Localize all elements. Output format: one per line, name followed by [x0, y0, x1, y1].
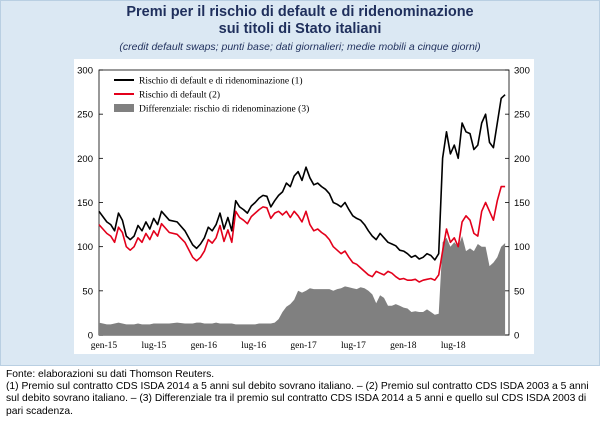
y-tick-label-right: 200	[514, 154, 530, 165]
y-tick-label-left: 100	[77, 242, 93, 253]
legend-label: Rischio di default (2)	[139, 90, 220, 101]
y-tick-label-left: 250	[77, 110, 93, 121]
x-tick-label: gen-18	[390, 341, 417, 351]
y-tick-label-right: 0	[514, 331, 519, 342]
series-line-default	[98, 185, 506, 283]
chart-title-line1: Premi per il rischio di default e di rid…	[126, 4, 474, 20]
y-tick-label-left: 200	[77, 154, 93, 165]
y-tick-label-left: 50	[82, 286, 93, 297]
footnotes: (1) Premio sul contratto CDS ISDA 2014 a…	[6, 381, 589, 417]
y-tick-label-right: 300	[514, 66, 530, 77]
source-note: Fonte: elaborazioni su dati Thomson Reut…	[6, 369, 215, 380]
chart-subtitle: (credit default swaps; punti base; dati …	[119, 41, 481, 53]
y-tick-label-left: 0	[88, 331, 93, 342]
y-tick-label-left: 300	[77, 66, 93, 77]
legend-label: Differenziale: rischio di ridenominazion…	[139, 104, 309, 115]
x-tick-label: gen-16	[191, 341, 218, 351]
y-tick-label-left: 150	[77, 198, 93, 209]
notes: Fonte: elaborazioni su dati Thomson Reut…	[6, 369, 596, 418]
x-tick-label: lug-17	[341, 341, 366, 351]
y-tick-label-right: 50	[514, 286, 525, 297]
chart-title-line2: sui titoli di Stato italiani	[218, 21, 382, 37]
series-area-redenomination	[99, 236, 506, 335]
legend-swatch	[114, 104, 134, 112]
x-tick-label: lug-15	[141, 341, 166, 351]
cds-chart: 0 0 50 50 100 100 150 150 200 200 250 250 300 300 gen-…	[77, 66, 530, 352]
x-tick-label: gen-17	[290, 341, 317, 351]
y-tick-label-right: 100	[514, 242, 530, 253]
x-tick-label: gen-15	[91, 341, 118, 351]
legend-label: Rischio di default e di ridenominazione …	[139, 76, 303, 87]
series-line-default-redenomination	[98, 94, 506, 261]
y-tick-label-right: 150	[514, 198, 530, 209]
x-tick-label: lug-16	[241, 341, 266, 351]
x-tick-label: lug-18	[441, 341, 466, 351]
y-tick-label-right: 250	[514, 110, 530, 121]
